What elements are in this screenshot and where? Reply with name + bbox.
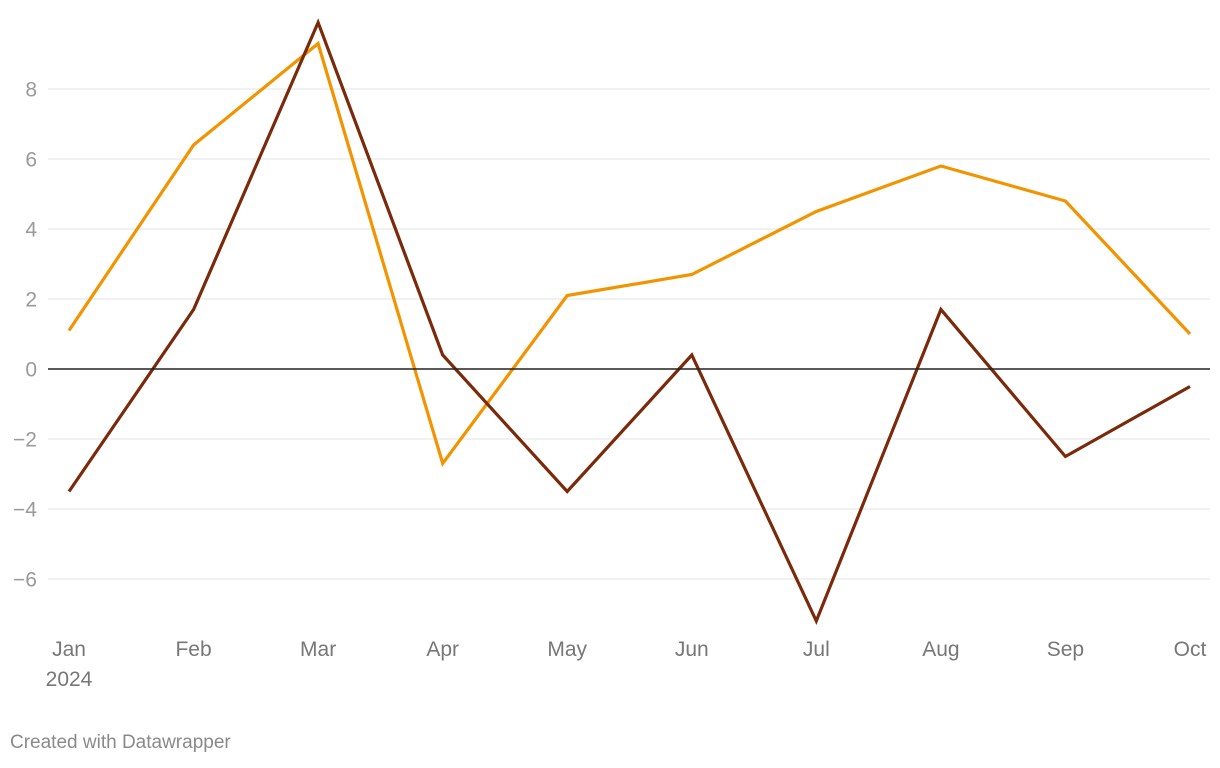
x-tick-label: Oct [1174, 638, 1207, 661]
y-tick-label: −4 [13, 499, 37, 522]
x-tick-label: Mar [300, 638, 336, 661]
x-axis-ticks: Jan 2024 Feb Mar Apr May Jun Jul Aug Sep Oct [46, 638, 1207, 691]
datawrapper-credit[interactable]: Created with Datawrapper [10, 732, 231, 753]
y-tick-label: −6 [13, 569, 37, 592]
x-tick-label: Jul [803, 638, 830, 661]
x-tick-sublabel: 2024 [46, 668, 93, 691]
x-tick-label: Jan [52, 638, 86, 661]
y-tick-label: 2 [25, 289, 37, 312]
y-tick-label: 0 [25, 359, 37, 382]
x-tick-label: Sep [1047, 638, 1084, 661]
series-lines [48, 18, 1210, 626]
series-line-2 [67, 18, 1191, 626]
x-tick-label: Feb [175, 638, 211, 661]
gridlines [48, 88, 1210, 580]
x-tick-label: Aug [922, 638, 959, 661]
x-tick-label: Apr [426, 638, 459, 661]
series-line-1 [67, 40, 1192, 468]
x-tick-label: May [547, 638, 587, 661]
y-tick-label: 4 [25, 219, 37, 242]
y-tick-label: 8 [25, 79, 37, 102]
y-tick-label: 6 [25, 149, 37, 172]
y-tick-label: −2 [13, 429, 37, 452]
y-axis-ticks: −6 −4 −2 0 2 4 6 8 [13, 79, 37, 592]
x-tick-label: Jun [675, 638, 709, 661]
